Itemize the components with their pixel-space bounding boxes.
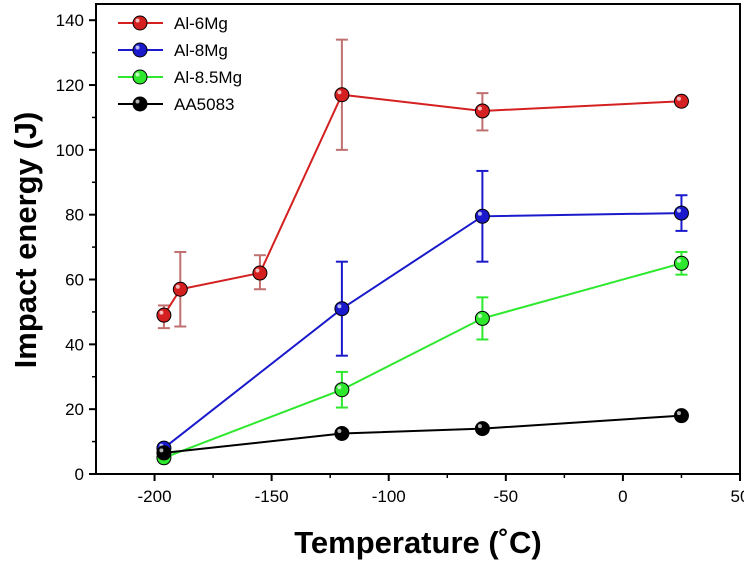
legend-item-aa5083: AA5083 — [118, 95, 235, 114]
legend-item-al-8-5mg: Al-8.5Mg — [118, 68, 242, 87]
al-8-5mg-point — [334, 382, 350, 398]
al-8-5mg-point — [474, 310, 490, 326]
aa5083-point-highlight — [337, 428, 342, 433]
aa5083-point — [673, 408, 689, 424]
y-axis-ticks: 0 20 40 60 80 100 120 140 — [56, 11, 96, 484]
legend-swatch-highlight — [135, 45, 140, 50]
y-tick-label: 60 — [65, 271, 84, 290]
legend-swatch-highlight — [135, 18, 140, 23]
al-8-5mg-point — [673, 255, 689, 271]
al-8mg-line — [163, 212, 682, 449]
al-8mg-point-highlight — [337, 304, 342, 309]
x-tick-label: -150 — [255, 487, 289, 506]
y-tick-label: 20 — [65, 400, 84, 419]
series-markers-layer — [156, 87, 689, 466]
al-8mg-point-highlight — [676, 208, 681, 213]
al-6mg-point-highlight — [255, 268, 260, 273]
legend-swatch-marker — [132, 96, 148, 112]
x-tick-label: 50 — [731, 487, 744, 506]
al-6mg-point — [252, 265, 268, 281]
al-6mg-point — [156, 307, 172, 323]
legend-swatch-highlight — [135, 72, 140, 77]
al-6mg-line — [163, 93, 682, 316]
aa5083-point — [156, 445, 172, 461]
al-8mg-point — [673, 205, 689, 221]
al-8-5mg-line — [163, 262, 682, 459]
al-6mg-point — [334, 87, 350, 103]
x-tick-label: -50 — [494, 487, 519, 506]
y-tick-label: 140 — [56, 11, 84, 30]
aa5083-point-highlight — [159, 448, 164, 453]
legend: Al-6Mg Al-8Mg Al-8.5Mg AA5083 — [118, 14, 242, 114]
x-tick-label: -100 — [372, 487, 406, 506]
x-axis-title: Temperature (˚C) — [294, 525, 541, 560]
al-6mg-point — [673, 93, 689, 109]
y-tick-label: 40 — [65, 335, 84, 354]
legend-label: Al-8Mg — [174, 41, 228, 60]
legend-label: Al-6Mg — [174, 14, 228, 33]
legend-swatch-marker — [132, 15, 148, 31]
al-6mg-point-highlight — [676, 96, 681, 101]
x-axis-ticks: -200 -150 -100 -50 0 50 — [138, 474, 744, 506]
legend-swatch-marker — [132, 42, 148, 58]
errorbars-layer — [157, 38, 688, 409]
y-tick-label: 80 — [65, 206, 84, 225]
aa5083-point-highlight — [477, 424, 482, 429]
al-6mg-point-highlight — [175, 284, 180, 289]
series-lines-layer — [163, 93, 682, 459]
al-6mg-point-highlight — [337, 90, 342, 95]
al-6mg-point-highlight — [477, 106, 482, 111]
al-6mg-point — [172, 281, 188, 297]
x-tick-label: -200 — [138, 487, 172, 506]
legend-item-al-8mg: Al-8Mg — [118, 41, 228, 60]
legend-label: Al-8.5Mg — [174, 68, 242, 87]
legend-label: AA5083 — [174, 95, 235, 114]
al-8mg-point — [474, 208, 490, 224]
y-tick-label: 0 — [75, 465, 84, 484]
al-8-5mg-point-highlight — [477, 313, 482, 318]
y-tick-label: 100 — [56, 141, 84, 160]
x-tick-label: 0 — [618, 487, 627, 506]
al-8-5mg-point-highlight — [337, 385, 342, 390]
al-6mg-point-highlight — [159, 310, 164, 315]
legend-swatch-marker — [132, 69, 148, 85]
aa5083-point-highlight — [676, 411, 681, 416]
aa5083-point — [334, 425, 350, 441]
al-8-5mg-point-highlight — [676, 258, 681, 263]
plot-frame — [95, 3, 741, 475]
aa5083-line — [163, 414, 682, 454]
y-tick-label: 120 — [56, 76, 84, 95]
al-8mg-point — [334, 301, 350, 317]
al-8mg-point-highlight — [477, 211, 482, 216]
legend-swatch-highlight — [135, 99, 140, 104]
y-axis-title: Impact energy (J) — [8, 112, 43, 369]
al-6mg-point — [474, 103, 490, 119]
legend-item-al-6mg: Al-6Mg — [118, 14, 228, 33]
aa5083-point — [474, 421, 490, 437]
